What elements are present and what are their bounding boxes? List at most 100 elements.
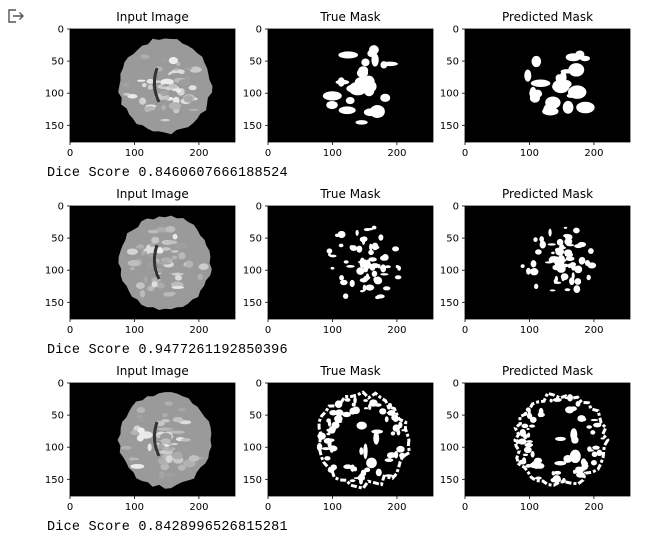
subplot-true-mask: True Mask 0 50 100 150 0 100 200 bbox=[243, 362, 466, 522]
y-tick-label: 150 bbox=[243, 121, 262, 132]
mask-region bbox=[335, 79, 350, 85]
brain-tissue-patch bbox=[192, 437, 203, 443]
x-tick-label: 100 bbox=[125, 148, 144, 159]
mask-region bbox=[343, 260, 349, 264]
y-tick-label: 0 bbox=[58, 25, 64, 36]
brain-tissue-patch bbox=[164, 401, 174, 406]
mask-region bbox=[340, 279, 348, 286]
brain-tissue-patch bbox=[183, 95, 193, 103]
mask-region bbox=[555, 74, 563, 82]
mask-region bbox=[317, 432, 326, 440]
y-tick-label: 150 bbox=[440, 475, 459, 486]
brain-tissue-patch bbox=[160, 58, 167, 64]
brain-tissue-patch bbox=[127, 94, 138, 99]
mask-outline bbox=[513, 391, 610, 487]
output-arrow-icon[interactable] bbox=[7, 8, 25, 24]
mask-region bbox=[338, 51, 359, 59]
brain-tissue-patch bbox=[188, 108, 199, 111]
mask-region bbox=[342, 293, 349, 299]
x-tick-label: 0 bbox=[462, 325, 468, 336]
mask-region bbox=[564, 288, 571, 292]
mask-region bbox=[351, 402, 356, 407]
x-tick-label: 200 bbox=[189, 148, 208, 159]
x-tick-label: 0 bbox=[265, 502, 271, 513]
brain-tissue-patch bbox=[172, 233, 178, 240]
brain-tissue-patch bbox=[145, 262, 154, 270]
mask-region bbox=[387, 402, 393, 409]
subplot-title: Predicted Mask bbox=[501, 187, 594, 201]
figure-row: Input Image 0 50 100 150 0 100 200 True Mask 0 50 1… bbox=[0, 185, 658, 345]
mask-region bbox=[539, 240, 546, 249]
mask-region bbox=[335, 409, 344, 417]
mask-region bbox=[329, 254, 337, 258]
mask-region bbox=[526, 440, 533, 443]
mask-region bbox=[565, 406, 575, 414]
subplot-title: True Mask bbox=[320, 364, 381, 378]
mask-region bbox=[530, 268, 539, 276]
mask-region bbox=[549, 289, 556, 292]
mask-region bbox=[359, 260, 367, 266]
mask-region bbox=[559, 71, 567, 84]
mask-region bbox=[519, 428, 526, 437]
mask-region bbox=[365, 284, 375, 291]
mask-region bbox=[533, 457, 543, 464]
brain-tissue-patch bbox=[160, 438, 171, 445]
mask-region bbox=[378, 234, 384, 241]
mask-region bbox=[394, 275, 402, 280]
y-tick-label: 100 bbox=[440, 443, 459, 454]
mask-region bbox=[369, 399, 378, 407]
y-tick-label: 0 bbox=[256, 202, 262, 213]
mask-region bbox=[363, 227, 371, 232]
brain-tissue-patch bbox=[185, 67, 193, 70]
brain-ventricle bbox=[152, 67, 161, 103]
brain-tissue-patch bbox=[144, 108, 151, 113]
axes: 0 50 100 150 0 100 200 bbox=[45, 202, 236, 336]
brain-ventricle bbox=[152, 244, 161, 280]
brain-tissue-patch bbox=[174, 68, 179, 71]
mask-region bbox=[533, 237, 538, 242]
mask-region bbox=[523, 411, 528, 416]
mask-region bbox=[529, 89, 539, 97]
mask-outline bbox=[317, 390, 412, 490]
mask-region bbox=[346, 84, 360, 93]
mask-region bbox=[326, 428, 332, 432]
mask-region bbox=[590, 418, 599, 422]
brain-tissue-patch bbox=[122, 83, 130, 87]
brain-tissue-patch bbox=[120, 446, 132, 450]
brain-tissue-patch bbox=[136, 407, 146, 414]
mask-region bbox=[356, 68, 369, 78]
x-tick-label: 200 bbox=[584, 148, 603, 159]
x-tick-label: 100 bbox=[520, 325, 539, 336]
axes-background bbox=[268, 206, 433, 319]
mask-region bbox=[322, 91, 342, 101]
mask-region bbox=[326, 418, 331, 423]
subplot-title: Predicted Mask bbox=[501, 364, 594, 378]
brain-tissue-patch bbox=[162, 412, 168, 418]
mask-region bbox=[529, 424, 536, 428]
mask-region bbox=[363, 407, 369, 410]
brain-tissue-patch bbox=[122, 92, 131, 96]
mask-region bbox=[363, 399, 368, 402]
mask-region bbox=[391, 414, 399, 421]
mask-region bbox=[587, 446, 592, 452]
x-tick-label: 0 bbox=[67, 325, 73, 336]
brain-tissue-patch bbox=[158, 471, 165, 479]
x-tick-label: 0 bbox=[462, 502, 468, 513]
brain-tissue-patch bbox=[163, 472, 176, 477]
y-tick-label: 0 bbox=[58, 202, 64, 213]
brain-tissue-patch bbox=[147, 443, 152, 452]
mask-region bbox=[368, 249, 374, 256]
mask-region bbox=[584, 463, 588, 470]
brain-tissue-patch bbox=[137, 414, 142, 418]
mask-region bbox=[345, 96, 355, 105]
mask-region bbox=[530, 260, 537, 268]
mask-region bbox=[551, 251, 555, 255]
mask-region bbox=[564, 234, 573, 241]
brain-tissue-patch bbox=[178, 252, 186, 260]
y-tick-label: 0 bbox=[453, 379, 459, 390]
mask-region bbox=[344, 397, 351, 402]
figure-row: Input Image 0 50 100 150 0 100 200 True Mask 0 50 1… bbox=[0, 362, 658, 522]
brain-tissue-patch bbox=[168, 445, 173, 450]
x-tick-label: 200 bbox=[387, 325, 406, 336]
axes: 0 50 100 150 0 100 200 bbox=[243, 379, 434, 513]
